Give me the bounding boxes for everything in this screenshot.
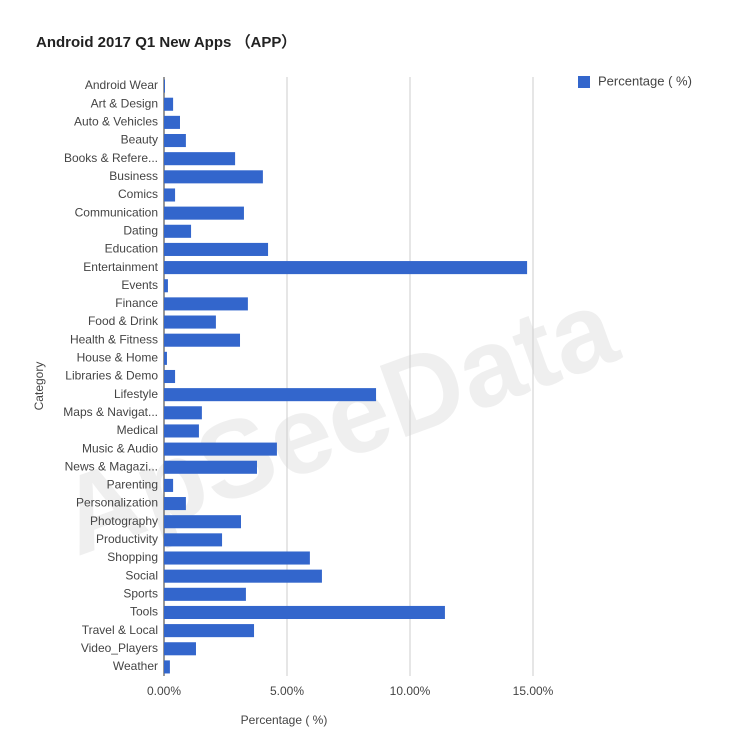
y-tick-label: Shopping xyxy=(107,550,158,564)
y-tick-label: Tools xyxy=(130,605,158,619)
y-tick-label: Communication xyxy=(75,205,158,219)
bar xyxy=(164,460,257,474)
y-axis-label: Category xyxy=(32,362,46,411)
bar xyxy=(164,279,168,293)
bar xyxy=(164,478,174,492)
y-tick-label: Maps & Navigat... xyxy=(63,405,158,419)
x-tick-label: 15.00% xyxy=(513,684,554,698)
y-tick-label: Libraries & Demo xyxy=(65,369,158,383)
bar xyxy=(164,97,174,111)
x-axis-label: Percentage ( %) xyxy=(241,713,328,727)
y-tick-label: Finance xyxy=(115,296,158,310)
bar xyxy=(164,642,196,656)
bar xyxy=(164,224,192,238)
bar xyxy=(164,660,170,674)
bar xyxy=(164,261,528,275)
bar xyxy=(164,206,244,220)
bar xyxy=(164,133,186,148)
bar xyxy=(164,515,241,529)
y-tick-label: Entertainment xyxy=(83,260,158,274)
x-tick-label: 10.00% xyxy=(390,684,431,698)
bar xyxy=(164,533,223,547)
bar xyxy=(164,369,176,384)
y-tick-label: Art & Design xyxy=(91,96,158,110)
chart-title: Android 2017 Q1 New Apps （APP） xyxy=(36,33,296,51)
y-tick-label: Android Wear xyxy=(85,78,158,92)
y-tick-label: Comics xyxy=(118,187,158,201)
bar xyxy=(164,406,202,420)
y-tick-label: Events xyxy=(121,278,158,292)
x-tick-label: 5.00% xyxy=(270,684,304,698)
bar xyxy=(164,315,216,329)
bar xyxy=(164,497,186,511)
bar xyxy=(164,242,269,256)
bar xyxy=(164,624,255,638)
y-tick-label: Books & Refere... xyxy=(64,151,158,165)
y-tick-label: Parenting xyxy=(107,478,158,492)
bar xyxy=(164,188,176,202)
y-tick-label: Food & Drink xyxy=(88,314,159,328)
bar xyxy=(164,351,167,365)
y-tick-label: Beauty xyxy=(121,133,158,147)
y-tick-label: Education xyxy=(105,242,158,256)
y-tick-label: Personalization xyxy=(76,496,158,510)
bar xyxy=(164,170,263,184)
y-tick-label: Social xyxy=(125,568,158,582)
bar xyxy=(164,442,277,456)
bar xyxy=(164,587,246,601)
bar xyxy=(164,79,165,93)
bar xyxy=(164,569,322,583)
bar xyxy=(164,605,445,620)
y-tick-label: Photography xyxy=(90,514,158,528)
y-tick-label: Medical xyxy=(117,423,158,437)
y-tick-label: Business xyxy=(109,169,158,183)
bar xyxy=(164,152,236,166)
y-tick-label: House & Home xyxy=(77,351,159,365)
y-tick-label: Dating xyxy=(123,223,158,237)
y-tick-label: Video_Players xyxy=(81,641,158,655)
y-tick-label: Music & Audio xyxy=(82,441,158,455)
y-tick-label: Travel & Local xyxy=(82,623,158,637)
bar xyxy=(164,424,199,438)
bar xyxy=(164,551,310,565)
y-tick-label: Health & Fitness xyxy=(70,332,158,346)
bar xyxy=(164,333,241,347)
bar xyxy=(164,297,248,311)
bar xyxy=(164,115,180,129)
y-tick-label: Auto & Vehicles xyxy=(74,115,158,129)
y-tick-label: Lifestyle xyxy=(114,387,158,401)
y-tick-label: Weather xyxy=(113,659,158,673)
legend-swatch xyxy=(578,76,590,88)
bar xyxy=(164,388,377,402)
legend-label: Percentage ( %) xyxy=(598,73,692,88)
y-tick-label: News & Magazi... xyxy=(65,459,158,473)
y-tick-label: Productivity xyxy=(96,532,158,546)
x-tick-label: 0.00% xyxy=(147,684,181,698)
y-tick-label: Sports xyxy=(123,586,158,600)
